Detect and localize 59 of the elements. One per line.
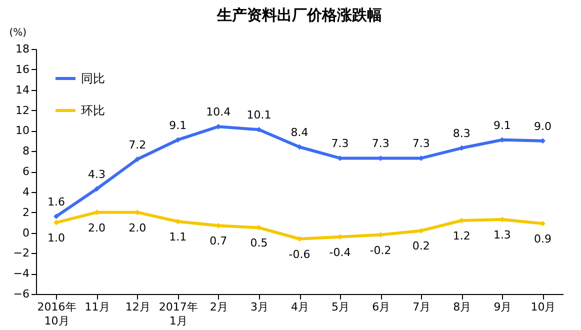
data-label: 10.1 [246, 108, 272, 122]
x-tick-label: 2017年 1月 [158, 300, 198, 328]
x-tick-label: 2月 [210, 300, 228, 314]
x-tick-label: 7月 [412, 300, 431, 314]
data-label: 7.3 [372, 137, 390, 150]
x-tick-label: 12月 [125, 300, 150, 314]
y-tick-label: 8 [22, 144, 30, 158]
data-label: 8.4 [290, 126, 308, 139]
data-label: 1.0 [48, 232, 66, 245]
data-label: 1.1 [169, 230, 187, 244]
y-tick-label: 16 [16, 62, 30, 76]
x-tick-label: 6月 [372, 300, 390, 314]
data-label: 2.0 [88, 221, 106, 234]
y-tick-label: −2 [13, 246, 30, 260]
chart-title: 生产资料出厂价格涨跌幅 [216, 6, 382, 24]
legend-label: 环比 [81, 104, 105, 118]
data-label: 0.9 [534, 232, 552, 246]
y-tick-label: −4 [13, 267, 30, 280]
data-label: 1.6 [48, 195, 66, 208]
data-label: 1.3 [493, 228, 511, 242]
y-tick-label: 4 [22, 185, 30, 198]
data-label: 10.4 [206, 106, 231, 119]
y-tick-label: 6 [22, 165, 30, 178]
data-label: -0.2 [370, 244, 392, 257]
data-label: -0.6 [288, 248, 310, 261]
data-label: 9.1 [493, 118, 511, 132]
data-label: 7.2 [128, 138, 146, 152]
x-tick-label: 11月 [84, 300, 110, 314]
x-tick-label: 10月 [530, 300, 556, 314]
y-tick-label: −6 [13, 288, 30, 300]
data-label: -0.4 [329, 246, 351, 259]
y-tick-label: 14 [16, 83, 30, 96]
legend-label: 同比 [81, 72, 105, 86]
data-label: 0.5 [250, 236, 268, 250]
y-tick-label: 18 [16, 42, 30, 56]
data-label: 0.7 [210, 234, 228, 248]
data-label: 2.0 [128, 221, 146, 234]
data-label: 8.3 [452, 127, 470, 140]
x-tick-label: 3月 [250, 300, 268, 314]
data-label: 9.1 [169, 118, 187, 132]
y-axis-title: (%) [9, 28, 27, 38]
y-tick-label: 0 [22, 226, 30, 240]
data-label: 7.3 [331, 137, 349, 150]
point [54, 214, 60, 220]
x-tick-label: 2016年 10月 [37, 300, 76, 328]
x-tick-label: 8月 [453, 300, 472, 314]
data-label: 7.3 [412, 137, 430, 150]
point [94, 186, 100, 192]
y-tick-label: 12 [16, 104, 30, 117]
x-tick-label: 4月 [291, 300, 309, 314]
data-label: 9.0 [534, 120, 552, 133]
point [134, 156, 140, 162]
x-tick-label: 5月 [332, 300, 350, 314]
data-label: 0.2 [412, 240, 430, 253]
y-tick-label: 2 [22, 206, 30, 219]
data-label: 4.3 [88, 168, 106, 181]
y-tick-label: 10 [16, 124, 30, 138]
data-label: 1.2 [452, 230, 470, 242]
x-tick-label: 9月 [494, 300, 512, 314]
